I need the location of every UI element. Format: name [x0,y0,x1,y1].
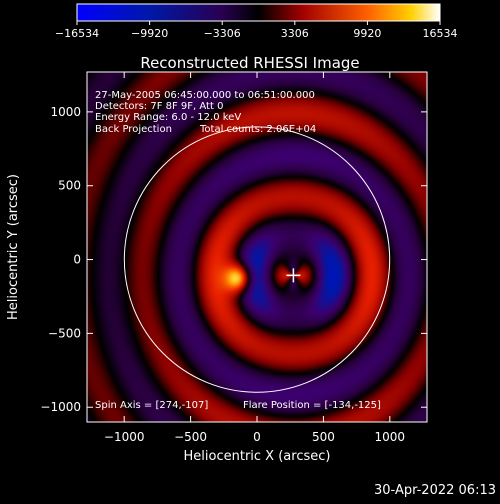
y-tick-label: 0 [73,253,81,267]
solar-limb-circle [123,126,391,393]
x-axis-label: Heliocentric X (arcsec) [184,449,331,464]
spin-axis-marker [286,268,301,283]
colorbar-tick-label: −9920 [131,27,168,40]
colorbar-tick-label: 9920 [353,27,381,40]
y-tick-label: −500 [48,326,81,340]
annotation-spin-axis: Spin Axis = [274,-107] [95,400,208,411]
y-axis-ticks: −1000 −500 0 500 1000 [40,105,427,414]
colorbar-tick-label: −3306 [204,27,241,40]
colorbar [76,3,441,22]
x-tick-label: 500 [312,430,335,444]
annotation-flare-position: Flare Position = [-134,-125] [243,400,381,411]
colorbar-ticks: −16534 −9920 −3306 3306 9920 16534 [55,21,458,40]
x-axis-ticks: −1000 −500 0 500 1000 [104,72,405,444]
heatmap-image [87,72,427,422]
x-tick-label: −500 [174,430,207,444]
x-tick-label: −1000 [104,430,145,444]
footer-timestamp: 30-Apr-2022 06:13 [374,483,496,498]
y-tick-label: 500 [58,179,81,193]
colorbar-tick-label: 3306 [281,27,309,40]
annotation-time-range: 27-May-2005 06:45:00.000 to 06:51:00.000 [95,90,315,101]
x-tick-label: 1000 [375,430,406,444]
annotation-detectors: Detectors: 7F 8F 9F, Att 0 [95,101,223,112]
y-axis-label: Heliocentric Y (arcsec) [6,174,21,320]
chart-title: Reconstructed RHESSI Image [140,54,359,72]
annotation-method: Back Projection [95,124,172,135]
x-tick-label: 0 [253,430,261,444]
annotation-total-counts: Total counts: 2.06E+04 [199,124,316,135]
annotation-energy-range: Energy Range: 6.0 - 12.0 keV [95,112,241,123]
y-tick-label: −1000 [40,400,81,414]
y-tick-label: 1000 [50,105,81,119]
colorbar-tick-label: −16534 [55,27,99,40]
colorbar-tick-label: 16534 [423,27,458,40]
